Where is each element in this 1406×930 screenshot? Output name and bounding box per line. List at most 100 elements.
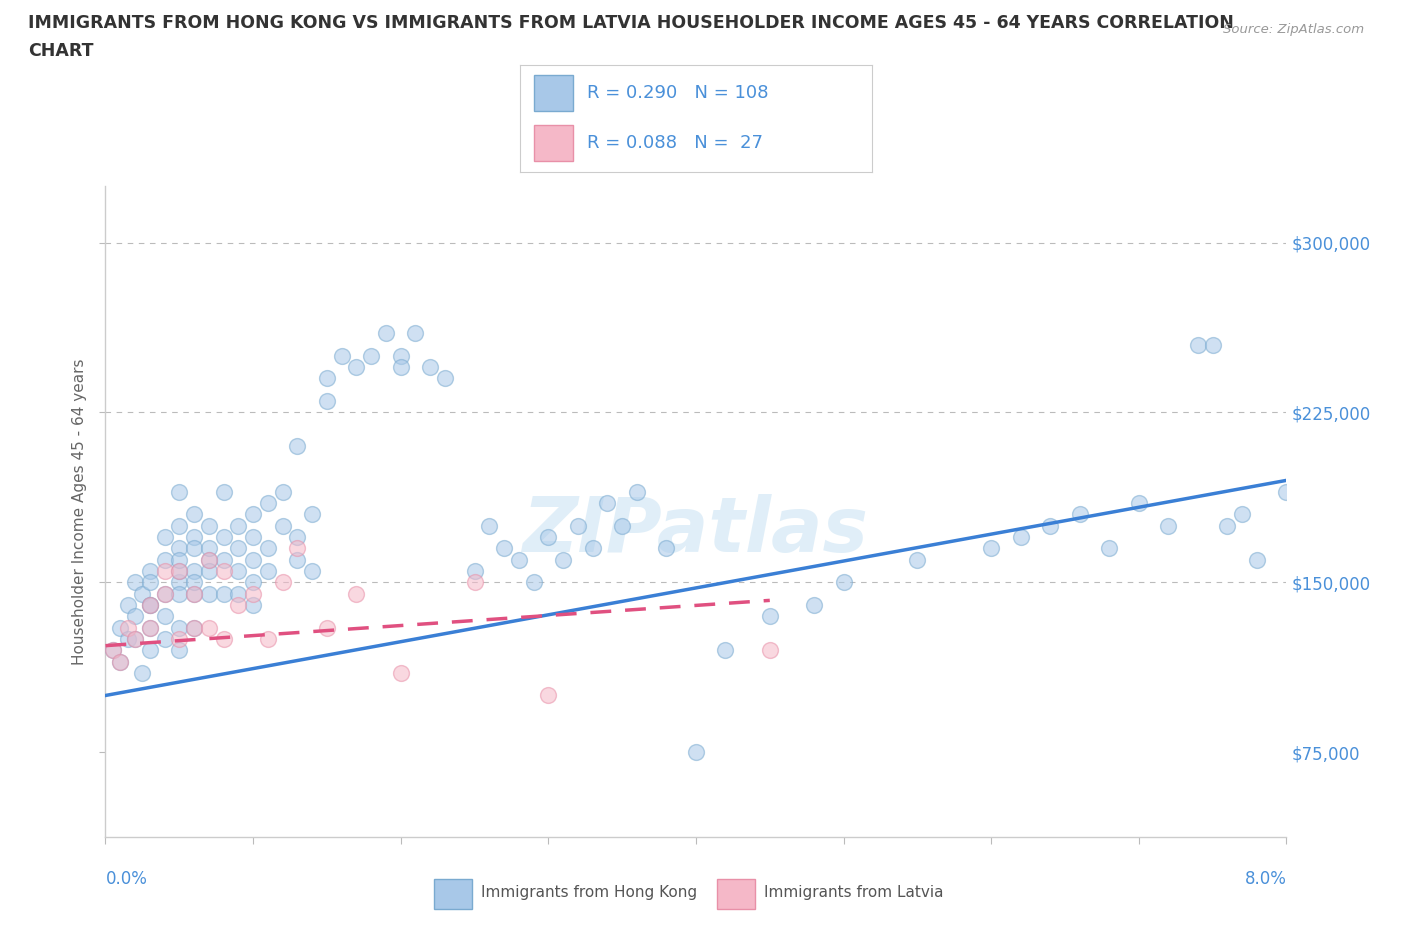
Text: R = 0.290   N = 108: R = 0.290 N = 108 bbox=[588, 84, 769, 102]
Point bbox=[197, 586, 219, 601]
Point bbox=[153, 631, 176, 646]
Point bbox=[124, 631, 146, 646]
Point bbox=[522, 575, 544, 590]
Point bbox=[169, 485, 191, 499]
Point bbox=[153, 609, 176, 624]
Point bbox=[169, 586, 191, 601]
Point bbox=[183, 586, 205, 601]
Point bbox=[183, 586, 205, 601]
Point bbox=[803, 597, 825, 612]
Point bbox=[183, 541, 205, 556]
Point bbox=[131, 586, 153, 601]
Text: 8.0%: 8.0% bbox=[1244, 870, 1286, 887]
Point bbox=[183, 507, 205, 522]
Point bbox=[197, 620, 219, 635]
Point bbox=[242, 597, 264, 612]
Point bbox=[212, 529, 235, 544]
Point bbox=[537, 529, 560, 544]
Point bbox=[271, 518, 294, 533]
Point bbox=[389, 665, 412, 680]
Point bbox=[101, 643, 124, 658]
Point bbox=[242, 575, 264, 590]
FancyBboxPatch shape bbox=[433, 879, 472, 910]
Point bbox=[226, 518, 250, 533]
Point bbox=[256, 564, 278, 578]
Point bbox=[124, 575, 146, 590]
Point bbox=[212, 485, 235, 499]
Point bbox=[567, 518, 589, 533]
Point bbox=[301, 564, 323, 578]
Point bbox=[301, 507, 323, 522]
Point bbox=[169, 575, 191, 590]
Point bbox=[169, 518, 191, 533]
Point bbox=[256, 631, 278, 646]
Point bbox=[287, 439, 309, 454]
Point bbox=[389, 349, 412, 364]
Point bbox=[138, 564, 162, 578]
Point bbox=[169, 541, 191, 556]
Point bbox=[138, 597, 162, 612]
Point bbox=[980, 541, 1002, 556]
Point bbox=[169, 564, 191, 578]
Point bbox=[138, 620, 162, 635]
Point bbox=[714, 643, 737, 658]
Point bbox=[197, 564, 219, 578]
Point bbox=[610, 518, 633, 533]
Point bbox=[551, 552, 574, 567]
Point bbox=[226, 597, 250, 612]
Point bbox=[758, 643, 780, 658]
FancyBboxPatch shape bbox=[534, 74, 574, 111]
Point bbox=[197, 552, 219, 567]
Point bbox=[1069, 507, 1091, 522]
Point bbox=[197, 541, 219, 556]
Point bbox=[117, 597, 139, 612]
Point bbox=[344, 360, 367, 375]
Point bbox=[169, 620, 191, 635]
Point bbox=[433, 371, 456, 386]
Point bbox=[271, 485, 294, 499]
Point bbox=[1246, 552, 1268, 567]
Y-axis label: Householder Income Ages 45 - 64 years: Householder Income Ages 45 - 64 years bbox=[72, 358, 87, 665]
Point bbox=[478, 518, 501, 533]
Point bbox=[138, 575, 162, 590]
Point bbox=[169, 631, 191, 646]
Point bbox=[271, 575, 294, 590]
FancyBboxPatch shape bbox=[717, 879, 755, 910]
Point bbox=[226, 541, 250, 556]
Point bbox=[138, 620, 162, 635]
Point bbox=[315, 620, 337, 635]
Point bbox=[1098, 541, 1121, 556]
Point bbox=[183, 575, 205, 590]
Text: ZIPatlas: ZIPatlas bbox=[523, 494, 869, 568]
Point bbox=[1275, 485, 1298, 499]
Point bbox=[596, 496, 619, 511]
Point bbox=[1157, 518, 1180, 533]
Point bbox=[110, 654, 132, 669]
Point bbox=[169, 643, 191, 658]
Point bbox=[287, 541, 309, 556]
Point bbox=[1187, 337, 1209, 352]
Point bbox=[374, 326, 396, 340]
Point bbox=[197, 552, 219, 567]
Point bbox=[212, 631, 235, 646]
Text: Immigrants from Hong Kong: Immigrants from Hong Kong bbox=[481, 885, 697, 900]
FancyBboxPatch shape bbox=[534, 125, 574, 162]
Point bbox=[153, 586, 176, 601]
Point bbox=[242, 507, 264, 522]
Point bbox=[464, 575, 486, 590]
Point bbox=[685, 745, 707, 760]
Point bbox=[537, 688, 560, 703]
Point bbox=[905, 552, 928, 567]
Point bbox=[1216, 518, 1239, 533]
Point bbox=[1010, 529, 1032, 544]
Point bbox=[169, 564, 191, 578]
Point bbox=[226, 586, 250, 601]
Point bbox=[344, 586, 367, 601]
Point bbox=[1128, 496, 1150, 511]
Point bbox=[419, 360, 441, 375]
Point bbox=[138, 643, 162, 658]
Point bbox=[242, 552, 264, 567]
Point bbox=[242, 529, 264, 544]
Point bbox=[655, 541, 678, 556]
Point bbox=[581, 541, 603, 556]
